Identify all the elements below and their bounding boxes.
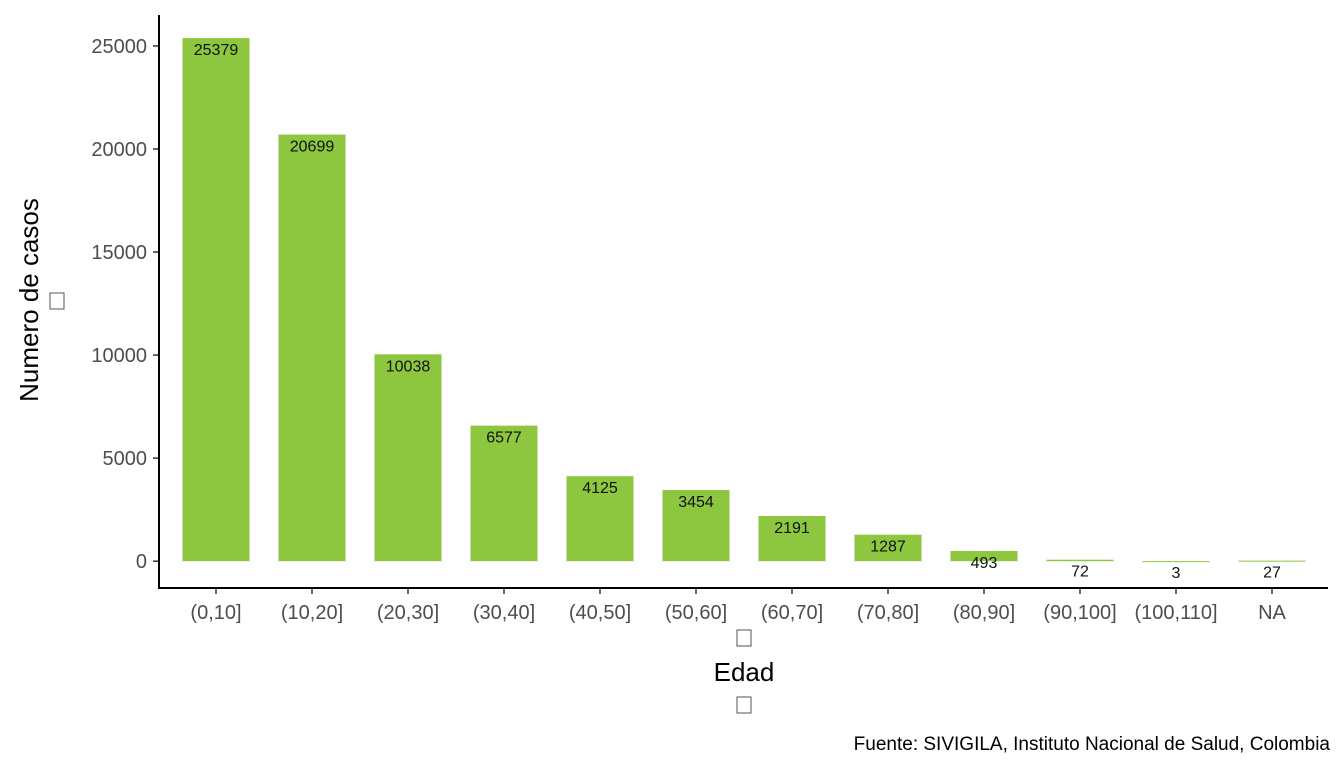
x-tick-label: (10,20] xyxy=(281,602,343,624)
x-tick-label: (40,50] xyxy=(569,602,631,624)
bar xyxy=(950,551,1018,562)
x-tick-label: (50,60] xyxy=(665,602,727,624)
x-axis-title: Edad xyxy=(714,657,775,687)
data-label: 4125 xyxy=(582,480,618,497)
y-tick-label: 20000 xyxy=(91,139,147,161)
y-tick-label: 25000 xyxy=(91,36,147,58)
x-tick-label: (70,80] xyxy=(857,602,919,624)
bar xyxy=(854,534,922,562)
y-tick-label: 5000 xyxy=(103,448,148,470)
x-title-placeholder-glyph-bottom xyxy=(736,696,752,714)
x-tick-label: (80,90] xyxy=(953,602,1015,624)
data-label: 2191 xyxy=(774,520,810,537)
plot-area: 0 5000 10000 15000 20000 25000 (0,10] 25379 (10,… xyxy=(91,36,1306,624)
bar xyxy=(662,490,730,562)
y-tick-label: 0 xyxy=(136,551,147,573)
data-label: 20699 xyxy=(290,139,335,156)
x-tick-label: (30,40] xyxy=(473,602,535,624)
data-label: 1287 xyxy=(870,539,906,556)
x-tick-label: (60,70] xyxy=(761,602,823,624)
x-tick-label: (100,110] xyxy=(1134,602,1217,624)
data-label: 6577 xyxy=(486,430,522,447)
x-title-placeholder-glyph-top xyxy=(736,629,752,647)
bar xyxy=(1238,560,1306,562)
data-label: 3 xyxy=(1172,565,1181,582)
x-tick-label: (90,100] xyxy=(1043,602,1116,624)
x-tick-label: (20,30] xyxy=(377,602,439,624)
source-caption: Fuente: SIVIGILA, Instituto Nacional de … xyxy=(854,734,1331,755)
x-tick-label: (0,10] xyxy=(190,602,241,624)
bar xyxy=(566,476,634,562)
y-tick-label: 15000 xyxy=(91,242,147,264)
x-tick-label: NA xyxy=(1258,602,1286,624)
bar xyxy=(182,38,250,562)
y-axis-title: Numero de casos xyxy=(14,198,44,402)
bar xyxy=(278,134,346,562)
data-label: 3454 xyxy=(678,494,714,511)
data-label: 25379 xyxy=(194,42,239,59)
y-tick-label: 10000 xyxy=(91,345,147,367)
data-label: 27 xyxy=(1263,565,1281,582)
bar xyxy=(758,516,826,562)
bar xyxy=(1142,561,1210,563)
data-label: 493 xyxy=(971,555,998,572)
bar xyxy=(470,425,538,562)
data-label: 72 xyxy=(1071,564,1089,581)
bar xyxy=(374,354,442,562)
bar xyxy=(1046,559,1114,562)
data-label: 10038 xyxy=(386,358,431,375)
y-title-placeholder-glyph xyxy=(49,292,65,310)
